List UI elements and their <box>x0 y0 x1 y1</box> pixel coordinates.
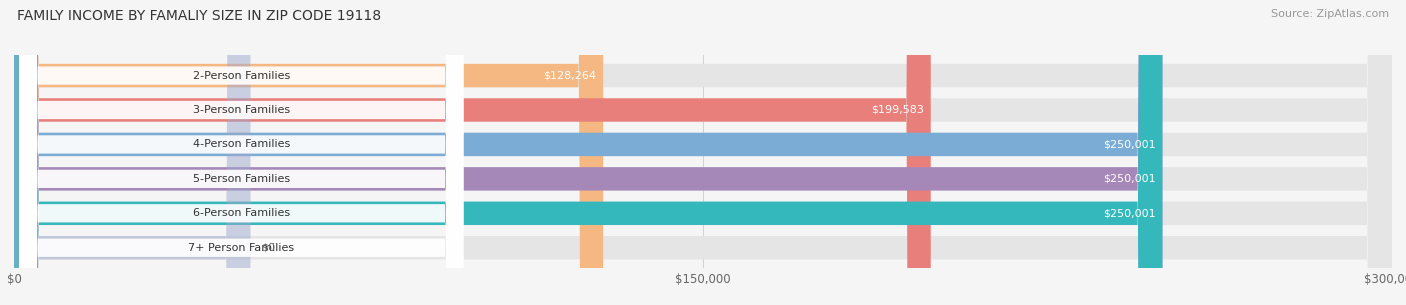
FancyBboxPatch shape <box>14 0 1392 305</box>
Text: 7+ Person Families: 7+ Person Families <box>188 243 294 253</box>
Text: 6-Person Families: 6-Person Families <box>193 208 290 218</box>
FancyBboxPatch shape <box>20 0 463 305</box>
FancyBboxPatch shape <box>14 0 1392 305</box>
Text: 5-Person Families: 5-Person Families <box>193 174 290 184</box>
FancyBboxPatch shape <box>20 0 463 305</box>
FancyBboxPatch shape <box>14 0 603 305</box>
FancyBboxPatch shape <box>14 0 250 305</box>
FancyBboxPatch shape <box>20 0 463 305</box>
Text: Source: ZipAtlas.com: Source: ZipAtlas.com <box>1271 9 1389 19</box>
Text: $250,001: $250,001 <box>1102 208 1156 218</box>
Text: $199,583: $199,583 <box>870 105 924 115</box>
FancyBboxPatch shape <box>20 0 463 305</box>
FancyBboxPatch shape <box>14 0 931 305</box>
FancyBboxPatch shape <box>14 0 1392 305</box>
Text: 4-Person Families: 4-Person Families <box>193 139 290 149</box>
Text: 3-Person Families: 3-Person Families <box>193 105 290 115</box>
Text: $0: $0 <box>262 243 276 253</box>
Text: $128,264: $128,264 <box>543 70 596 81</box>
Text: FAMILY INCOME BY FAMALIY SIZE IN ZIP CODE 19118: FAMILY INCOME BY FAMALIY SIZE IN ZIP COD… <box>17 9 381 23</box>
Text: 2-Person Families: 2-Person Families <box>193 70 290 81</box>
FancyBboxPatch shape <box>14 0 1163 305</box>
FancyBboxPatch shape <box>20 0 463 305</box>
Text: $250,001: $250,001 <box>1102 174 1156 184</box>
FancyBboxPatch shape <box>14 0 1392 305</box>
FancyBboxPatch shape <box>14 0 1163 305</box>
Text: $250,001: $250,001 <box>1102 139 1156 149</box>
FancyBboxPatch shape <box>20 0 463 305</box>
FancyBboxPatch shape <box>14 0 1392 305</box>
FancyBboxPatch shape <box>14 0 1392 305</box>
FancyBboxPatch shape <box>14 0 1163 305</box>
